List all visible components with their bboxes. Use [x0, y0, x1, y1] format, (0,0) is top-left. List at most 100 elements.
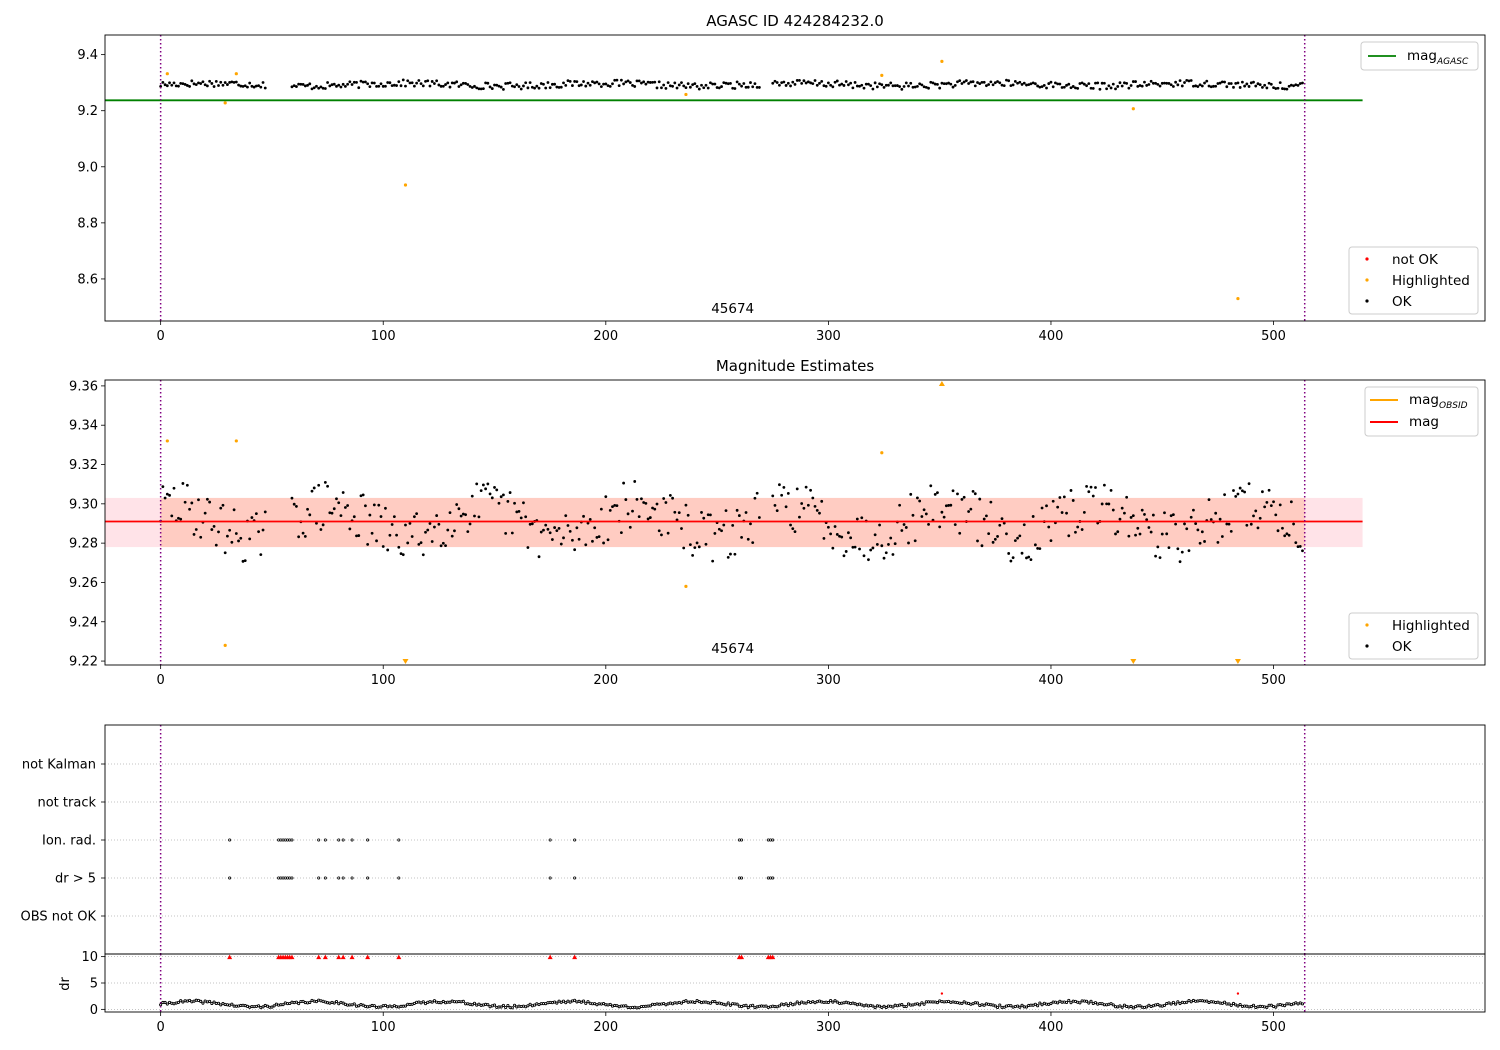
dr-point	[1205, 999, 1209, 1003]
legend-upper-1: magAGASC	[1360, 41, 1479, 71]
ok-point	[1067, 534, 1071, 538]
ok-point	[671, 496, 674, 500]
ok-point	[453, 529, 456, 533]
dr-point	[728, 1003, 733, 1007]
ok-point	[1040, 85, 1044, 89]
ok-point	[855, 84, 859, 88]
ok-point	[853, 81, 857, 84]
ok-point	[1116, 85, 1120, 88]
ok-point	[395, 533, 398, 537]
flag-point	[740, 838, 744, 842]
ok-point	[1080, 81, 1084, 85]
ok-point	[1005, 78, 1008, 82]
dr-point	[332, 1001, 336, 1005]
ok-point	[1022, 523, 1026, 527]
ok-point	[973, 84, 977, 88]
dr-point	[1147, 1003, 1151, 1007]
dr-point	[1002, 1005, 1006, 1009]
ok-point	[782, 485, 786, 489]
ok-point	[1180, 550, 1184, 554]
ok-point	[815, 508, 819, 512]
ok-point	[673, 81, 677, 85]
ok-point	[889, 81, 893, 85]
ok-point	[911, 85, 915, 89]
ok-point	[927, 86, 930, 90]
ok-point	[564, 83, 568, 87]
ok-point	[956, 492, 959, 496]
ok-point	[1298, 545, 1302, 548]
highlighted-point	[1131, 107, 1135, 111]
ok-point	[706, 513, 710, 517]
ok-point	[315, 84, 318, 88]
ok-point	[192, 82, 196, 86]
ok-point	[786, 81, 790, 85]
ok-point	[619, 531, 623, 535]
ok-point	[771, 494, 775, 498]
ok-point	[844, 80, 848, 83]
ok-point	[831, 546, 835, 550]
ok-point	[731, 523, 735, 527]
ok-point	[978, 82, 982, 85]
ok-point	[871, 87, 875, 91]
ok-point	[306, 83, 309, 87]
ok-point	[506, 500, 510, 503]
dr-point	[584, 1001, 588, 1005]
p2-xtick-label: 400	[1039, 673, 1064, 688]
p2-ytick-label: 9.26	[69, 576, 98, 591]
ok-point	[949, 503, 953, 507]
ok-point	[263, 510, 267, 514]
p2-xtick-label: 100	[371, 673, 396, 688]
ok-point	[918, 499, 922, 503]
ok-point	[1296, 545, 1300, 549]
ok-point	[931, 81, 935, 85]
ok-point	[504, 82, 508, 85]
dr-point	[724, 1003, 728, 1007]
dr-point	[1167, 1001, 1171, 1005]
ok-point	[295, 505, 298, 508]
ok-point	[989, 80, 993, 84]
ok-point	[944, 82, 948, 86]
ok-point	[499, 85, 503, 89]
dr-point	[1120, 1005, 1124, 1009]
ok-point	[993, 537, 997, 541]
dr-point	[281, 1003, 285, 1007]
ok-point	[753, 82, 757, 86]
flag-point	[771, 838, 775, 842]
ok-point	[648, 81, 652, 84]
ok-point	[898, 85, 902, 88]
ok-point	[953, 523, 957, 526]
ok-point	[631, 509, 634, 513]
ok-point	[967, 82, 971, 85]
ok-point	[1158, 84, 1162, 88]
ok-point	[357, 534, 361, 537]
p1-ytick-label: 8.8	[77, 216, 98, 231]
ok-point	[1120, 506, 1124, 510]
ok-point	[1281, 87, 1284, 90]
p1-xtick-label: 0	[157, 329, 165, 344]
dr-point	[219, 1003, 223, 1007]
ok-point	[1192, 508, 1195, 512]
dr-point	[257, 1004, 261, 1008]
ok-point	[662, 497, 666, 500]
ok-point	[377, 84, 381, 88]
ok-point	[1013, 79, 1017, 83]
ok-point	[248, 81, 252, 85]
ok-point	[875, 85, 879, 89]
dr-point	[882, 1004, 886, 1008]
ok-point	[1258, 83, 1262, 87]
flag-point	[317, 838, 321, 842]
ok-point	[346, 504, 350, 507]
ok-point	[606, 538, 610, 542]
ok-point	[1189, 515, 1193, 519]
ok-point	[550, 82, 554, 86]
ok-point	[1022, 81, 1026, 85]
dr-point	[831, 1000, 835, 1004]
ok-point	[1220, 80, 1224, 84]
dr-point	[272, 1004, 276, 1008]
ok-point	[323, 87, 327, 90]
ok-point	[873, 533, 877, 537]
ok-point	[377, 503, 381, 507]
ok-point	[878, 523, 881, 527]
ok-point	[726, 555, 730, 559]
highlighted-point	[223, 643, 227, 647]
